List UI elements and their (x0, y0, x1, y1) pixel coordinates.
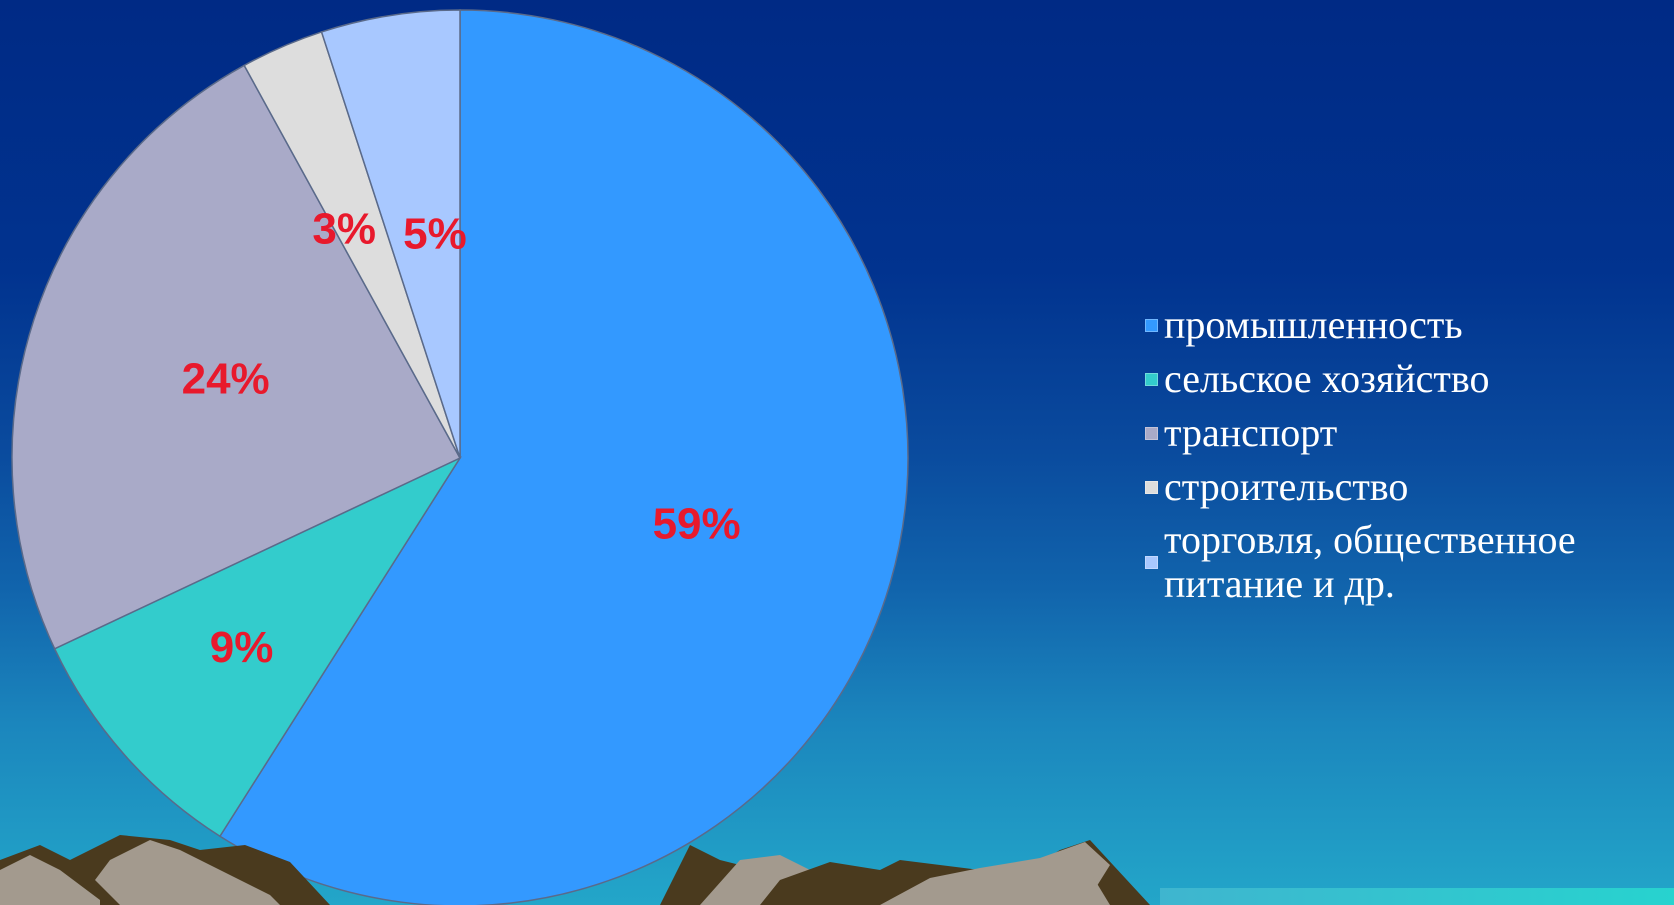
mountain-decoration (0, 835, 1150, 905)
pie-slice-5 (320, 9, 461, 459)
legend-item-1: промышленность (1145, 298, 1665, 352)
legend-label: строительство (1164, 464, 1409, 509)
pie-data-label-3: 24% (182, 354, 270, 403)
legend-swatch (1145, 372, 1158, 386)
mountain-face-shape (95, 840, 280, 905)
legend-label: торговля, общественное питание и др. (1164, 517, 1576, 606)
slide-accent-bar (1160, 888, 1674, 905)
mountain-face-shape (0, 855, 100, 905)
pie-slice-3 (11, 64, 462, 650)
legend-swatch (1145, 318, 1158, 332)
legend-label: промышленность (1164, 302, 1463, 347)
legend-label: транспорт (1164, 410, 1338, 455)
mountain-face-shape (1000, 872, 1110, 905)
legend-item-3: транспорт (1145, 406, 1665, 460)
pie-data-labels: 59% 9% 24% 3% 5% (182, 204, 741, 672)
legend-item-2: сельское хозяйство (1145, 352, 1665, 406)
pie-data-label-2: 9% (210, 623, 274, 672)
pie-data-label-1: 59% (653, 499, 741, 548)
legend-item-5: торговля, общественное питание и др. (1145, 518, 1665, 606)
pie-slice-1 (218, 9, 909, 905)
pie-data-label-5: 5% (403, 209, 467, 258)
chart-legend: промышленность сельское хозяйство транспор… (1145, 298, 1665, 606)
legend-swatch (1145, 426, 1158, 440)
legend-item-4: строительство (1145, 460, 1665, 514)
pie-chart (11, 9, 909, 905)
legend-swatch (1145, 480, 1158, 494)
legend-swatch (1145, 555, 1158, 569)
legend-label: сельское хозяйство (1164, 356, 1490, 401)
pie-data-label-4: 3% (312, 204, 376, 253)
pie-slice-2 (53, 456, 463, 838)
